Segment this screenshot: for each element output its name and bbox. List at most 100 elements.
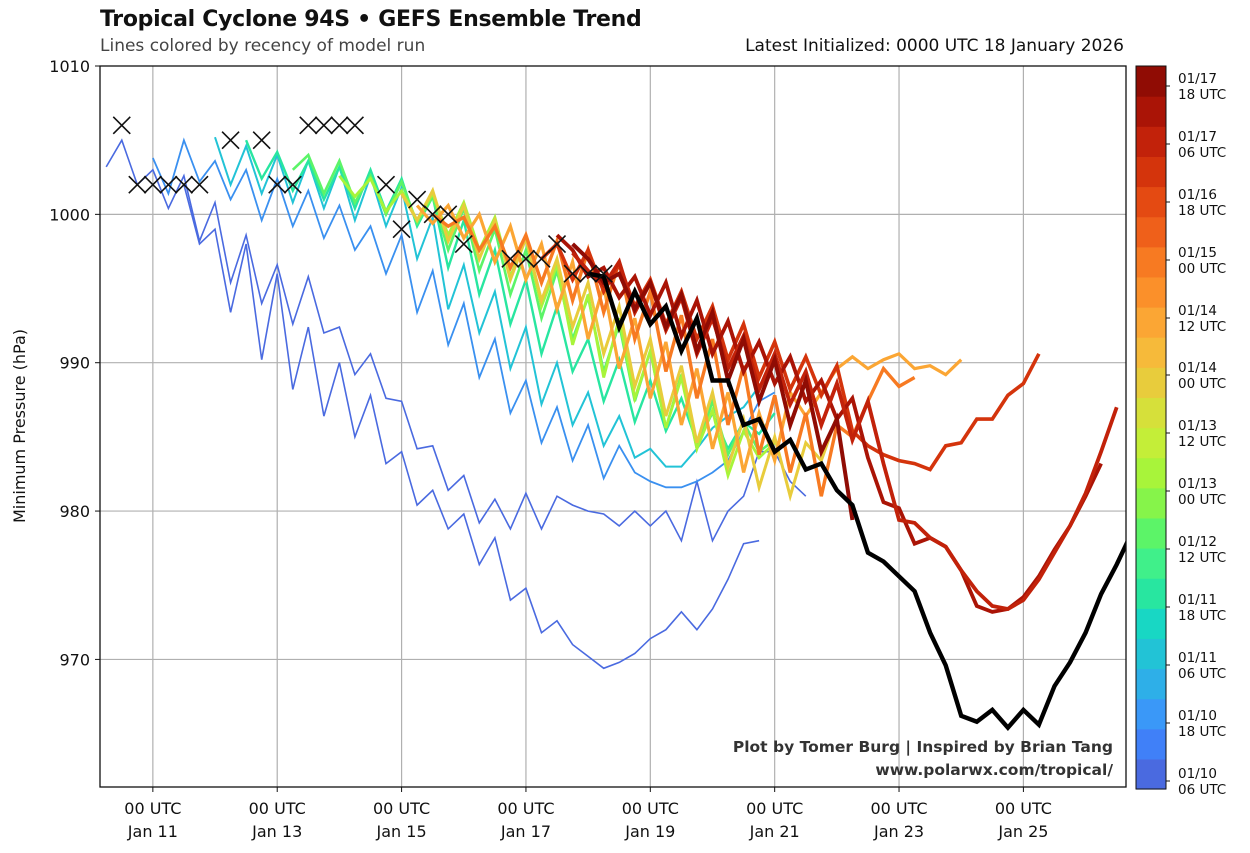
colorbar-label-time: 06 UTC (1178, 666, 1226, 682)
observed-x-marker (330, 116, 349, 135)
chart-title: Tropical Cyclone 94S • GEFS Ensemble Tre… (100, 7, 642, 32)
colorbar-segment (1136, 457, 1166, 489)
colorbar-label-date: 01/14 (1178, 303, 1217, 319)
colorbar-segment (1136, 246, 1166, 278)
y-tick-label: 990 (59, 354, 90, 373)
colorbar-label-time: 00 UTC (1178, 376, 1226, 392)
colorbar-segment (1136, 156, 1166, 188)
observed-x-marker (376, 175, 396, 194)
observed-x-marker (299, 116, 318, 135)
observed-x-marker (408, 190, 427, 209)
colorbar-label-date: 01/11 (1178, 650, 1217, 666)
colorbar-frame (1135, 65, 1167, 790)
x-tick-label-date: Jan 19 (624, 822, 675, 841)
x-axis: 00 UTC Jan 11 00 UTC Jan 13 00 UTC Jan 15 00 U… (124, 787, 1052, 841)
observed-x-marker (594, 264, 613, 283)
latest-initialized: Latest Initialized: 0000 UTC 18 January … (745, 36, 1124, 56)
x-tick-label-time: 00 UTC (373, 799, 430, 818)
x-tick-label-time: 00 UTC (249, 799, 306, 818)
colorbar-segment (1136, 548, 1166, 579)
y-tick-label: 1000 (49, 205, 90, 224)
colorbar-segment (1136, 307, 1166, 338)
colorbar-label-time: 18 UTC (1178, 724, 1226, 740)
y-tick-label: 980 (59, 502, 90, 521)
colorbar-segment (1136, 397, 1166, 429)
x-tick-label-time: 00 UTC (995, 799, 1052, 818)
credit-line-1: Plot by Tomer Burg | Inspired by Brian T… (733, 738, 1113, 757)
colorbar-segment (1136, 487, 1166, 519)
colorbar-label-date: 01/16 (1178, 187, 1217, 203)
observed-x-marker (268, 175, 287, 194)
colorbar-label-time: 06 UTC (1178, 782, 1226, 798)
observed-x-marker (190, 175, 209, 194)
colorbar-segment (1136, 96, 1166, 127)
observed-x-marker (345, 116, 365, 135)
colorbar-segment (1136, 668, 1166, 700)
colorbar-label-date: 01/10 (1178, 708, 1217, 724)
observed-x-marker (159, 175, 178, 194)
colorbar-label-time: 18 UTC (1178, 87, 1226, 103)
colorbar-segment (1136, 578, 1166, 609)
colorbar-label-time: 00 UTC (1178, 492, 1226, 508)
colorbar-segment (1136, 66, 1166, 97)
colorbar-label-time: 12 UTC (1178, 550, 1226, 566)
observed-x-marker (128, 175, 147, 194)
observed-x-marker (501, 249, 520, 268)
colorbar-segment (1136, 517, 1166, 549)
x-tick-label-time: 00 UTC (124, 799, 181, 818)
observed-x-marker (454, 234, 473, 254)
x-tick-label-time: 00 UTC (497, 799, 554, 818)
colorbar-segment (1136, 638, 1166, 670)
y-tick-label: 970 (59, 650, 90, 669)
colorbar-segment (1136, 337, 1166, 368)
x-tick-label-date: Jan 11 (127, 822, 178, 841)
observed-markers (112, 116, 613, 283)
y-axis-label: Minimum Pressure (hPa) (10, 329, 29, 523)
grid-lines (100, 66, 1126, 787)
plot-frame (99, 65, 1127, 788)
observed-x-marker (579, 264, 598, 283)
colorbar-label-date: 01/12 (1178, 534, 1217, 550)
observed-x-marker (563, 264, 582, 283)
colorbar-label-date: 01/17 (1178, 71, 1217, 87)
series-line (244, 139, 776, 452)
observed-x-marker (174, 175, 194, 194)
series-line (105, 138, 807, 543)
x-tick-label-time: 00 UTC (870, 799, 927, 818)
observed-x-marker (392, 220, 411, 239)
colorbar-label-time: 00 UTC (1178, 261, 1226, 277)
colorbar-label-date: 01/10 (1178, 766, 1217, 782)
x-tick-label-date: Jan 17 (500, 822, 551, 841)
colorbar-segment (1136, 216, 1166, 248)
colorbar-label-date: 01/14 (1178, 360, 1217, 376)
observed-x-marker (252, 131, 271, 150)
colorbar-segment (1136, 367, 1166, 398)
colorbar-label-time: 18 UTC (1178, 608, 1226, 624)
observed-x-marker (112, 116, 131, 135)
y-tick-label: 1010 (49, 57, 90, 76)
colorbar-segment (1136, 698, 1166, 730)
colorbar-label-date: 01/13 (1178, 418, 1217, 434)
series-line (415, 202, 963, 473)
colorbar-label-time: 12 UTC (1178, 319, 1226, 335)
colorbar-label-date: 01/15 (1178, 245, 1217, 261)
x-tick-label-date: Jan 21 (749, 822, 800, 841)
observed-x-marker (532, 249, 551, 268)
x-tick-label-time: 00 UTC (746, 799, 803, 818)
chart-subtitle: Lines colored by recency of model run (100, 36, 426, 56)
colorbar-label-date: 01/13 (1178, 476, 1217, 492)
colorbar-segment (1136, 427, 1166, 459)
colorbar-label-date: 01/11 (1178, 592, 1217, 608)
colorbar-segment (1136, 758, 1166, 790)
colorbar-label-time: 18 UTC (1178, 203, 1226, 219)
observed-x-marker (221, 131, 240, 150)
observed-x-marker (516, 249, 536, 268)
observed-x-marker (143, 175, 162, 194)
colorbar-segment (1136, 126, 1166, 157)
colorbar-label-time: 06 UTC (1178, 145, 1226, 161)
x-tick-label-time: 00 UTC (622, 799, 679, 818)
observed-x-marker (547, 234, 567, 254)
observed-x-marker (423, 205, 442, 224)
